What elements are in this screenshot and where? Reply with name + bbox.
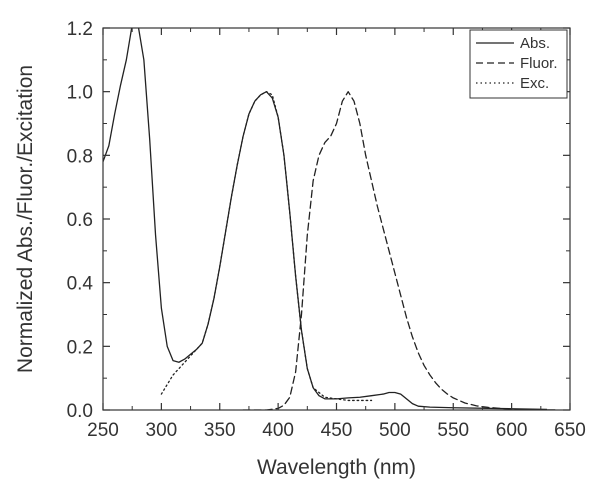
series-layer bbox=[103, 28, 559, 410]
x-tick-label: 650 bbox=[554, 420, 586, 441]
x-tick-label: 500 bbox=[379, 420, 411, 441]
series-fluor-line bbox=[242, 91, 559, 410]
y-tick-label: 0.2 bbox=[67, 337, 93, 358]
legend-label: Fluor. bbox=[520, 55, 558, 72]
series-exc-line bbox=[160, 91, 373, 402]
x-tick-label: 550 bbox=[437, 420, 469, 441]
legend-label: Abs. bbox=[520, 35, 550, 52]
y-tick-label: 1.2 bbox=[67, 19, 93, 40]
legend-box bbox=[469, 29, 568, 99]
y-tick-label: 0.0 bbox=[67, 401, 93, 422]
x-tick-label: 250 bbox=[87, 420, 119, 441]
x-axis: 250 300 350 400 450 500 550 600 650 bbox=[87, 28, 586, 441]
y-tick-label: 1.0 bbox=[67, 83, 93, 104]
y-tick-label: 0.6 bbox=[67, 210, 93, 231]
legend: Abs. Fluor. Exc. bbox=[469, 29, 568, 99]
y-tick-label: 0.8 bbox=[67, 146, 93, 167]
y-axis: 0.0 0.2 0.4 0.6 0.8 1.0 1.2 bbox=[67, 19, 570, 422]
x-tick-label: 600 bbox=[496, 420, 528, 441]
x-tick-label: 300 bbox=[146, 420, 178, 441]
x-axis-label: Wavelength (nm) bbox=[257, 456, 416, 479]
y-axis-label: Normalized Abs./Fluor./Excitation bbox=[14, 65, 37, 373]
x-tick-label: 400 bbox=[262, 420, 294, 441]
series-abs-line bbox=[103, 28, 548, 410]
legend-label: Exc. bbox=[520, 75, 549, 92]
x-tick-label: 350 bbox=[204, 420, 236, 441]
x-tick-label: 450 bbox=[321, 420, 353, 441]
y-tick-label: 0.4 bbox=[67, 274, 94, 295]
